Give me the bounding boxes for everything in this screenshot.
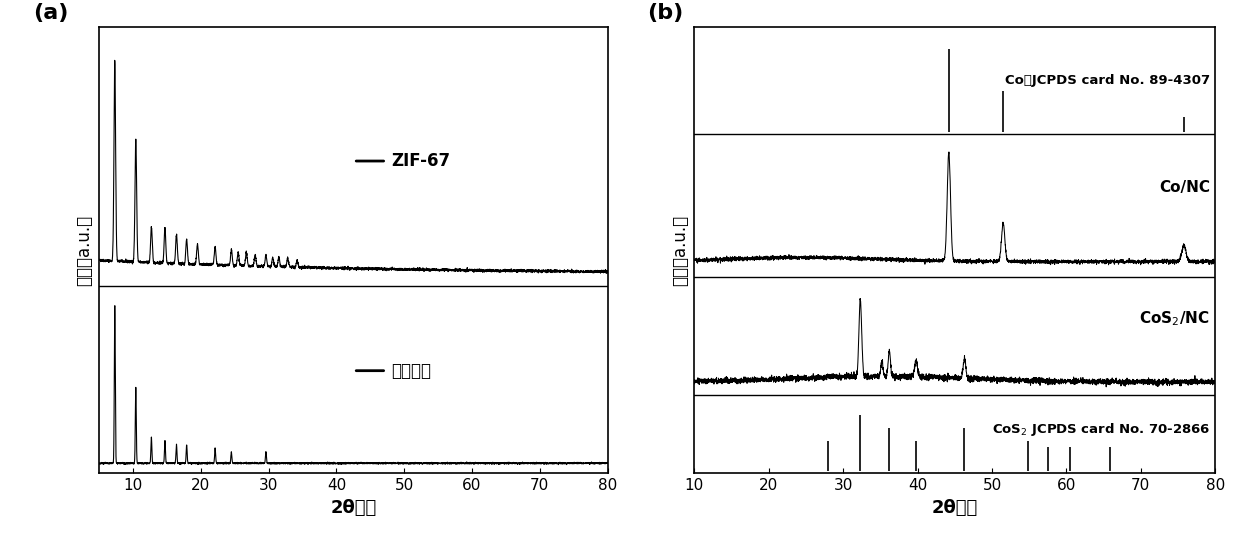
Text: ZIF-67: ZIF-67: [392, 152, 450, 170]
Text: Co｜JCPDS card No. 89-4307: Co｜JCPDS card No. 89-4307: [1004, 74, 1210, 87]
X-axis label: 2θ／度: 2θ／度: [330, 499, 377, 517]
Text: (a): (a): [33, 3, 68, 23]
X-axis label: 2θ／度: 2θ／度: [931, 499, 978, 517]
Text: CoS$_2$ JCPDS card No. 70-2866: CoS$_2$ JCPDS card No. 70-2866: [992, 421, 1210, 438]
Y-axis label: 强度（a.u.）: 强度（a.u.）: [76, 215, 94, 286]
Text: 模拟结果: 模拟结果: [392, 362, 432, 380]
Text: Co/NC: Co/NC: [1159, 180, 1210, 195]
Y-axis label: 强度（a.u.）: 强度（a.u.）: [671, 215, 689, 286]
Text: CoS$_2$/NC: CoS$_2$/NC: [1140, 309, 1210, 327]
Text: (b): (b): [647, 3, 683, 23]
